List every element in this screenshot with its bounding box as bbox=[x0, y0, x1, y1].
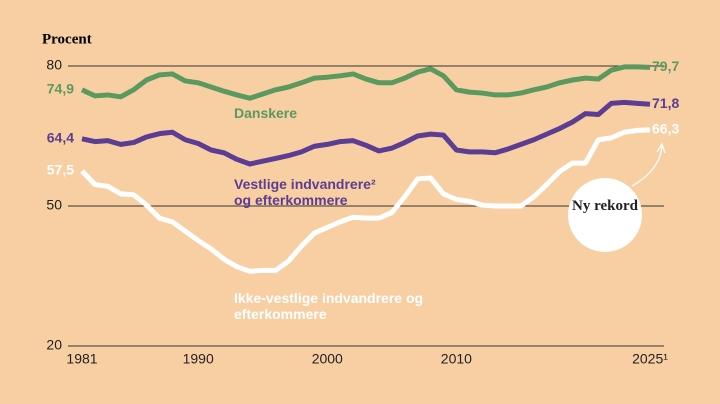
value-label: 71,8 bbox=[652, 95, 679, 111]
annotation-circle bbox=[568, 178, 642, 252]
series-label: Vestlige indvandrere² og efterkommere bbox=[234, 176, 376, 208]
arrow-head bbox=[656, 142, 666, 154]
value-label: 79,7 bbox=[652, 58, 679, 74]
y-tick-label: 80 bbox=[46, 57, 62, 73]
y-tick-label: 20 bbox=[46, 337, 62, 353]
value-label: 74,9 bbox=[47, 81, 74, 97]
series-label: Ikke-vestlige indvandrere og efterkommer… bbox=[234, 290, 424, 322]
series-line bbox=[80, 127, 651, 274]
series-label: Danskere bbox=[234, 105, 298, 121]
value-label: 64,4 bbox=[47, 130, 74, 146]
x-tick-label: 1981 bbox=[66, 351, 97, 367]
arrow bbox=[631, 145, 663, 187]
y-axis-title: Procent bbox=[42, 31, 92, 47]
x-tick-label: 2025¹ bbox=[632, 351, 668, 367]
value-label: 66,3 bbox=[652, 121, 679, 137]
x-tick-label: 1990 bbox=[183, 351, 214, 367]
value-label: 57,5 bbox=[47, 162, 74, 178]
x-tick-label: 2000 bbox=[312, 351, 343, 367]
annotation: Ny rekord bbox=[572, 198, 638, 214]
series-line bbox=[81, 99, 651, 167]
x-tick-label: 2010 bbox=[441, 351, 472, 367]
y-tick-label: 50 bbox=[46, 197, 62, 213]
series-line bbox=[80, 64, 651, 101]
